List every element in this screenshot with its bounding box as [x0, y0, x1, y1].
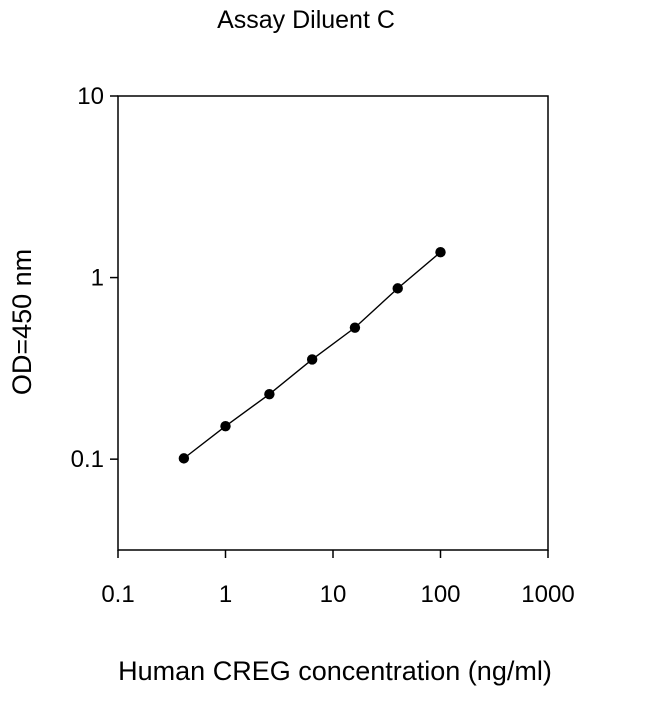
y-axis-label: OD=450 nm	[7, 249, 37, 395]
x-tick-label: 100	[420, 581, 460, 608]
data-point	[349, 322, 361, 333]
y-axis-ticks: 0.1 1 10	[71, 83, 118, 473]
y-tick-label: 1	[91, 265, 104, 292]
data-point	[435, 246, 446, 258]
x-tick-label: 1	[219, 581, 232, 608]
data-point	[220, 420, 231, 432]
x-axis-ticks: 0.1 1 10 100 1000	[101, 550, 575, 608]
x-axis-label: Human CREG concentration (ng/ml)	[118, 656, 552, 686]
series-layer	[178, 246, 446, 464]
x-tick-label: 1000	[521, 581, 574, 608]
data-point	[306, 354, 318, 365]
y-tick-label: 10	[77, 83, 104, 110]
data-point	[264, 388, 275, 400]
data-point	[178, 453, 190, 464]
x-tick-label: 0.1	[101, 581, 134, 608]
y-tick-label: 0.1	[71, 446, 104, 473]
chart-title: Assay Diluent C	[217, 6, 395, 34]
data-point	[392, 283, 403, 294]
plot-frame	[117, 95, 549, 551]
x-tick-label: 10	[320, 581, 347, 608]
